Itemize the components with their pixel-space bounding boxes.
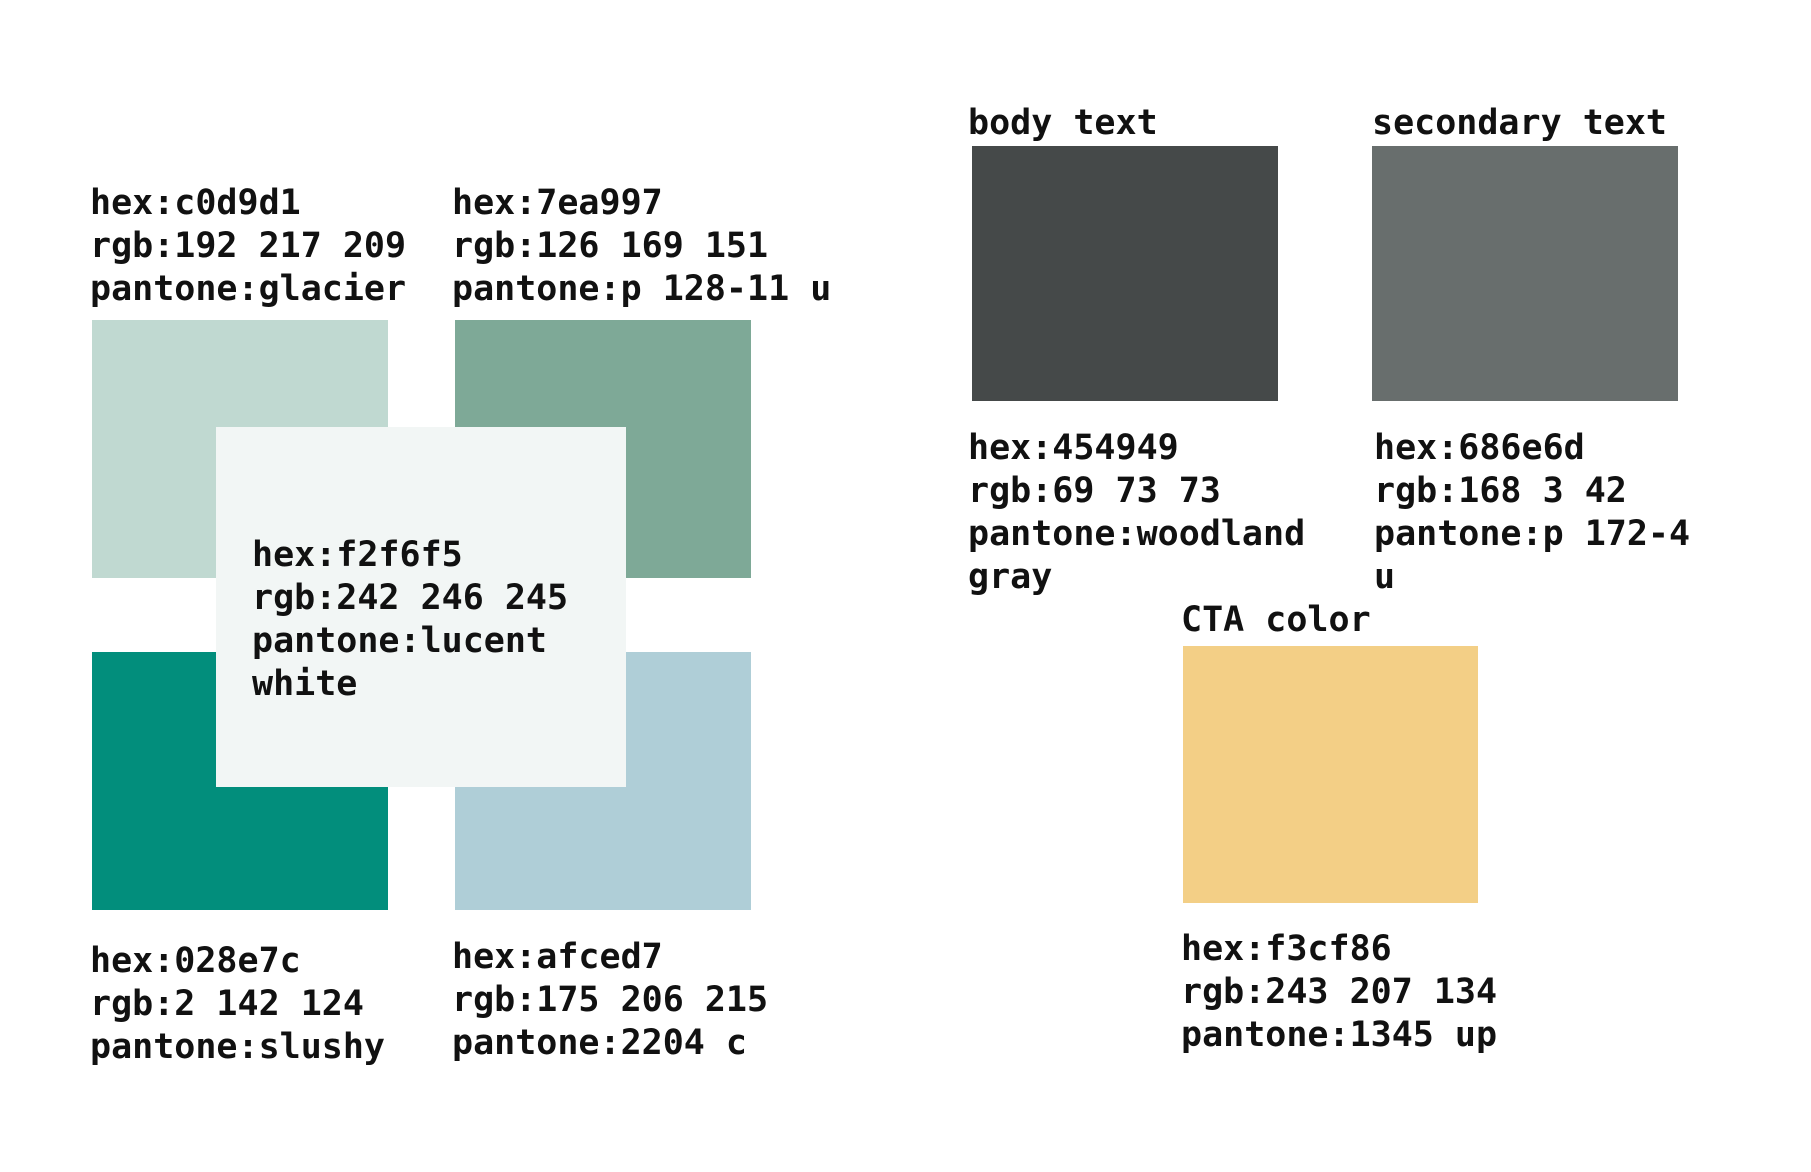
pantone-value: pantone:glacier <box>90 269 407 309</box>
hex-value: hex:f2f6f5 <box>252 535 463 575</box>
pantone-value-continued: u <box>1374 557 1396 597</box>
rgb-value: rgb:2 142 124 <box>90 984 364 1024</box>
label-cta-color: hex:f3cf86 rgb:243 207 134 pantone:1345 … <box>1181 928 1497 1057</box>
title-secondary-text: secondary text <box>1372 103 1668 143</box>
hex-value: hex:f3cf86 <box>1181 929 1392 969</box>
rgb-value: rgb:192 217 209 <box>90 226 407 266</box>
rgb-value: rgb:175 206 215 <box>452 980 769 1020</box>
pantone-value: pantone:1345 up <box>1181 1015 1498 1055</box>
rgb-value: rgb:69 73 73 <box>968 471 1221 511</box>
hex-value: hex:afced7 <box>452 937 663 977</box>
title-body-text: body text <box>968 103 1158 143</box>
swatch-p-172-4-u <box>1372 146 1678 401</box>
pantone-value: pantone:woodland <box>968 514 1306 554</box>
rgb-value: rgb:243 207 134 <box>1181 972 1498 1012</box>
pantone-value: pantone:lucent <box>252 621 548 661</box>
pantone-value: pantone:slushy <box>90 1027 386 1067</box>
hex-value: hex:028e7c <box>90 941 301 981</box>
swatch-lucent-white <box>216 427 626 787</box>
rgb-value: rgb:242 246 245 <box>252 578 569 618</box>
hex-value: hex:454949 <box>968 428 1179 468</box>
label-2204-c: hex:afced7 rgb:175 206 215 pantone:2204 … <box>452 936 768 1065</box>
label-lucent-white: hex:f2f6f5 rgb:242 246 245 pantone:lucen… <box>252 534 568 706</box>
pantone-value: pantone:p 172-4 <box>1374 514 1691 554</box>
pantone-value-continued: gray <box>968 557 1053 597</box>
pantone-value: pantone:p 128-11 u <box>452 269 832 309</box>
label-slushy: hex:028e7c rgb:2 142 124 pantone:slushy <box>90 940 385 1069</box>
hex-value: hex:7ea997 <box>452 183 663 223</box>
label-glacier: hex:c0d9d1 rgb:192 217 209 pantone:glaci… <box>90 182 406 311</box>
label-p-172-4-u: hex:686e6d rgb:168 3 42 pantone:p 172-4 … <box>1374 427 1690 599</box>
label-p-128-11-u: hex:7ea997 rgb:126 169 151 pantone:p 128… <box>452 182 831 311</box>
swatch-woodland-gray <box>972 146 1278 401</box>
hex-value: hex:686e6d <box>1374 428 1585 468</box>
pantone-value-continued: white <box>252 664 358 704</box>
title-cta-color: CTA color <box>1181 600 1371 640</box>
swatch-cta-color <box>1183 646 1478 903</box>
rgb-value: rgb:168 3 42 <box>1374 471 1627 511</box>
label-woodland-gray: hex:454949 rgb:69 73 73 pantone:woodland… <box>968 427 1305 599</box>
hex-value: hex:c0d9d1 <box>90 183 301 223</box>
pantone-value: pantone:2204 c <box>452 1023 748 1063</box>
rgb-value: rgb:126 169 151 <box>452 226 769 266</box>
